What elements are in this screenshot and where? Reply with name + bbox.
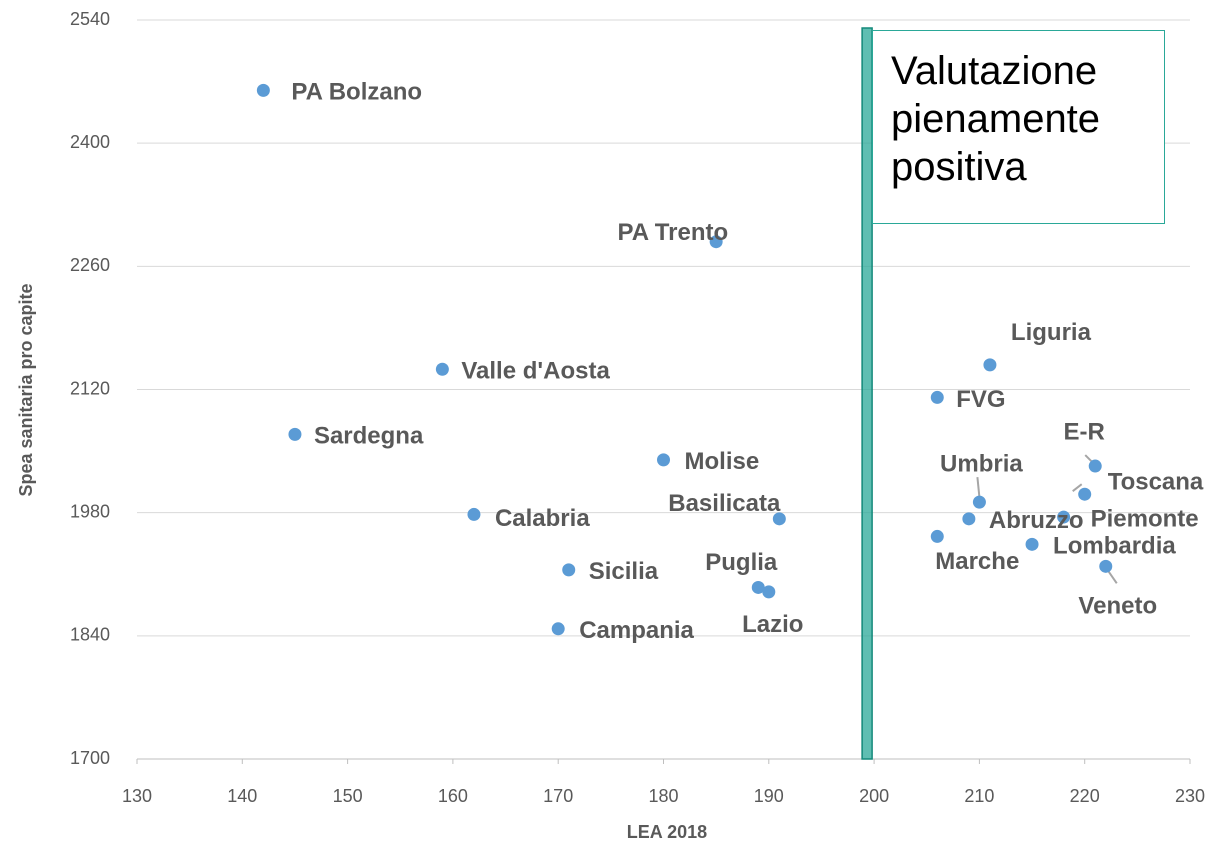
leader-line <box>1072 483 1083 492</box>
x-tick-label: 180 <box>648 786 678 806</box>
point <box>256 83 270 97</box>
point-label: Valle d'Aosta <box>461 358 610 385</box>
point <box>657 453 670 467</box>
point <box>1088 459 1102 473</box>
x-tick-label: 150 <box>333 786 363 806</box>
x-tick-label: 230 <box>1175 786 1205 806</box>
point-label: Liguria <box>1011 319 1092 346</box>
point <box>772 512 786 526</box>
point-label: Veneto <box>1078 593 1157 620</box>
point-label: Molise <box>685 448 760 475</box>
y-tick-label: 1840 <box>70 625 110 645</box>
x-tick-label: 160 <box>438 786 468 806</box>
leader-line <box>1106 569 1118 584</box>
annotation: Valutazione pienamente positiva <box>872 30 1165 224</box>
point-label: Piemonte <box>1091 505 1199 532</box>
point-label: Puglia <box>705 549 778 576</box>
point-label: Umbria <box>940 450 1023 477</box>
point <box>930 390 944 404</box>
point-label: Lombardia <box>1053 533 1176 560</box>
point <box>562 563 576 577</box>
y-tick-label: 1980 <box>70 501 110 521</box>
point-label: E-R <box>1064 418 1105 445</box>
x-axis-title: LEA 2018 <box>627 822 707 842</box>
x-tick-label: 130 <box>122 786 152 806</box>
x-tick-label: 140 <box>227 786 257 806</box>
point-label: Basilicata <box>668 490 781 517</box>
point-label: Campania <box>579 617 694 644</box>
point <box>1078 487 1092 501</box>
point <box>1025 537 1039 551</box>
y-tick-label: 2260 <box>70 255 110 275</box>
leader-line <box>976 477 981 498</box>
point-label: PA Bolzano <box>291 79 422 106</box>
point <box>551 622 565 636</box>
point <box>762 585 776 599</box>
point <box>972 495 986 509</box>
y-tick-label: 2540 <box>70 9 110 29</box>
point-label: Lazio <box>742 611 803 638</box>
y-tick-label: 2120 <box>70 378 110 398</box>
point <box>962 512 976 526</box>
point-label: FVG <box>956 386 1005 413</box>
point <box>1099 559 1113 573</box>
point <box>751 580 765 594</box>
x-tick-label: 170 <box>543 786 573 806</box>
point-label: Sicilia <box>589 558 659 585</box>
reference-band <box>861 27 873 760</box>
point <box>930 529 944 543</box>
point <box>1057 510 1071 524</box>
point-label: PA Trento <box>617 219 728 246</box>
x-tick-label: 220 <box>1070 786 1100 806</box>
y-axis-title: Spea sanitaria pro capite <box>16 283 36 496</box>
y-tick-label: 1700 <box>70 748 110 768</box>
x-tick-label: 210 <box>964 786 994 806</box>
point-label: Abruzzo <box>989 507 1084 534</box>
point-label: Marche <box>935 548 1019 575</box>
point <box>435 362 449 376</box>
point-label: Calabria <box>495 505 590 532</box>
point <box>709 235 723 249</box>
point <box>288 427 302 441</box>
x-tick-label: 200 <box>859 786 889 806</box>
point-label: Sardegna <box>314 423 424 450</box>
x-tick-label: 190 <box>754 786 784 806</box>
point <box>983 358 997 372</box>
point <box>467 507 481 521</box>
point-label: Toscana <box>1108 469 1204 496</box>
y-tick-label: 2400 <box>70 132 110 152</box>
